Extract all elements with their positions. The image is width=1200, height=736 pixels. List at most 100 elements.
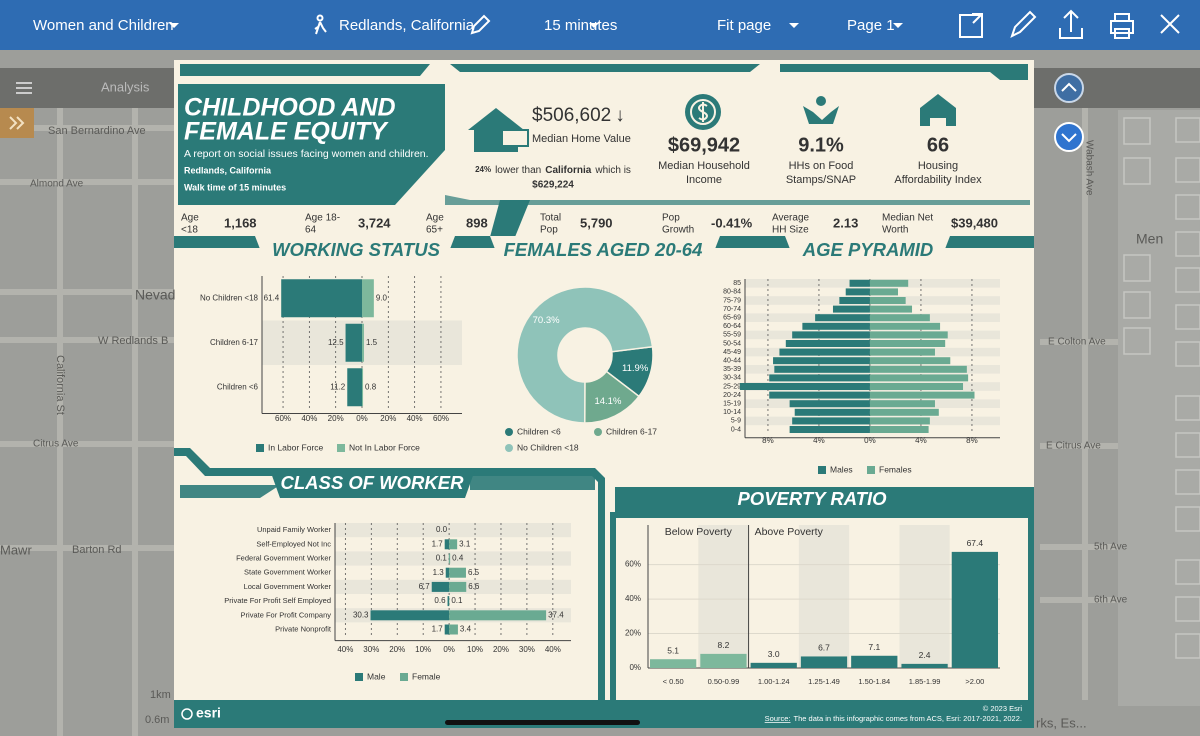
bar bbox=[345, 323, 362, 362]
bar bbox=[789, 400, 870, 408]
tool-panel bbox=[1118, 110, 1200, 706]
comparison-place: California bbox=[545, 165, 592, 176]
map-label: 6th Ave bbox=[1094, 595, 1128, 606]
y-tick-label: 20% bbox=[625, 629, 641, 638]
home-value: $506,602 ↓ bbox=[532, 105, 625, 126]
kpi-label: Stamps/SNAP bbox=[786, 174, 856, 186]
bar bbox=[869, 391, 975, 399]
value-label: 6.7 bbox=[419, 582, 431, 591]
column-stripe bbox=[698, 525, 749, 668]
category-label: Children <6 bbox=[217, 382, 259, 391]
toolbar-page[interactable]: Page 1 bbox=[847, 17, 895, 34]
value-label: 1.7 bbox=[432, 539, 444, 548]
category-label: 80-84 bbox=[723, 289, 741, 296]
category-label: 50-54 bbox=[723, 340, 741, 347]
map-label: E Citrus Ave bbox=[1046, 441, 1101, 452]
kpi-value: 9.1% bbox=[798, 134, 844, 156]
value-label: 1.3 bbox=[433, 568, 445, 577]
category-label: Federal Government Worker bbox=[236, 553, 331, 562]
x-tick-label: 0% bbox=[864, 436, 876, 445]
value-label: 70.3% bbox=[533, 315, 560, 326]
x-tick-label: 40% bbox=[301, 414, 317, 423]
bar bbox=[774, 365, 870, 373]
footer-logo: esri bbox=[196, 705, 221, 721]
value-label: 67.4 bbox=[967, 538, 984, 548]
category-label: Private For Profit Self Employed bbox=[224, 596, 331, 605]
scroll-handle[interactable] bbox=[445, 720, 640, 725]
bar bbox=[869, 340, 946, 347]
trend-arrow: ↓ bbox=[615, 105, 625, 126]
stat-label: Age bbox=[426, 213, 444, 224]
bar bbox=[650, 659, 697, 668]
legend-label: Male bbox=[367, 671, 386, 681]
scroll-down-button[interactable] bbox=[1054, 122, 1084, 152]
kpi-label: Median Household bbox=[658, 160, 750, 172]
bar bbox=[769, 391, 870, 399]
comparison-text2: which is bbox=[594, 165, 631, 176]
column-stripe bbox=[899, 525, 950, 668]
category-label: Private For Profit Company bbox=[241, 610, 332, 619]
kpi-label: HHs on Food bbox=[789, 160, 854, 172]
value-label: 12.5 bbox=[328, 338, 344, 347]
map-label: rks, Es... bbox=[1036, 715, 1087, 730]
stat-label: Growth bbox=[662, 225, 694, 236]
bar bbox=[832, 305, 870, 313]
toolbar-zoom[interactable]: Fit page bbox=[717, 17, 771, 34]
scroll-up-button[interactable] bbox=[1054, 73, 1084, 103]
title: FEMALE EQUITY bbox=[184, 118, 389, 146]
bar bbox=[449, 610, 547, 621]
bar bbox=[444, 539, 450, 550]
value-label: 6.6 bbox=[468, 582, 480, 591]
source-label: Source: bbox=[765, 714, 791, 723]
map-label: Mawr bbox=[0, 542, 32, 557]
legend-swatch bbox=[400, 673, 408, 681]
toolbar-report[interactable]: Women and Children bbox=[33, 17, 174, 34]
category-label: 75-79 bbox=[723, 297, 741, 304]
y-tick-label: 40% bbox=[625, 594, 641, 603]
bar bbox=[370, 610, 450, 621]
map-label: Almond Ave bbox=[30, 179, 84, 190]
menu-icon[interactable] bbox=[16, 82, 32, 94]
bar bbox=[785, 340, 870, 347]
bar bbox=[769, 374, 870, 382]
bar bbox=[845, 288, 870, 296]
bar bbox=[792, 331, 870, 339]
x-tick-label: >2.00 bbox=[965, 677, 984, 686]
value-label: 11.9% bbox=[622, 363, 649, 374]
bar bbox=[869, 417, 930, 425]
bar bbox=[869, 383, 964, 390]
bar bbox=[869, 357, 951, 365]
comparison-text1: lower than bbox=[495, 165, 541, 176]
bar bbox=[281, 279, 362, 318]
bar bbox=[362, 279, 374, 318]
legend-swatch bbox=[867, 466, 875, 474]
expand-icon bbox=[9, 116, 25, 130]
value-label: 0.8 bbox=[365, 382, 377, 391]
value-label: 2.4 bbox=[919, 650, 931, 660]
toolbar-time[interactable]: 15 minutes bbox=[544, 17, 617, 34]
bar bbox=[901, 663, 948, 668]
stat-label: Median Net bbox=[882, 213, 933, 224]
bar bbox=[869, 305, 913, 313]
bar bbox=[700, 653, 747, 668]
stat-label: Average bbox=[772, 213, 810, 224]
kpi-icons bbox=[685, 94, 956, 130]
kpi-value: 66 bbox=[927, 134, 949, 156]
donut-slice bbox=[516, 286, 654, 424]
map-label: San Bernardino Ave bbox=[48, 125, 146, 137]
toolbar-location[interactable]: Redlands, California bbox=[339, 17, 475, 34]
value-label: 0.0 bbox=[436, 525, 448, 534]
legend-swatch bbox=[818, 466, 826, 474]
x-tick-label: 4% bbox=[915, 436, 927, 445]
bar bbox=[447, 596, 450, 607]
x-tick-label: 1.85-1.99 bbox=[909, 677, 941, 686]
x-tick-label: 4% bbox=[813, 436, 825, 445]
stat-value: 1,168 bbox=[224, 215, 257, 230]
comparison-pct: 24% bbox=[475, 165, 491, 174]
value-label: 61.4 bbox=[264, 293, 280, 302]
map-label: Wabash Ave bbox=[1083, 140, 1094, 196]
kpi-label: Affordability Index bbox=[894, 174, 982, 186]
stat-label: Age bbox=[181, 213, 199, 224]
title: CHILDHOOD AND bbox=[184, 94, 396, 122]
legend-label: Female bbox=[412, 671, 441, 681]
